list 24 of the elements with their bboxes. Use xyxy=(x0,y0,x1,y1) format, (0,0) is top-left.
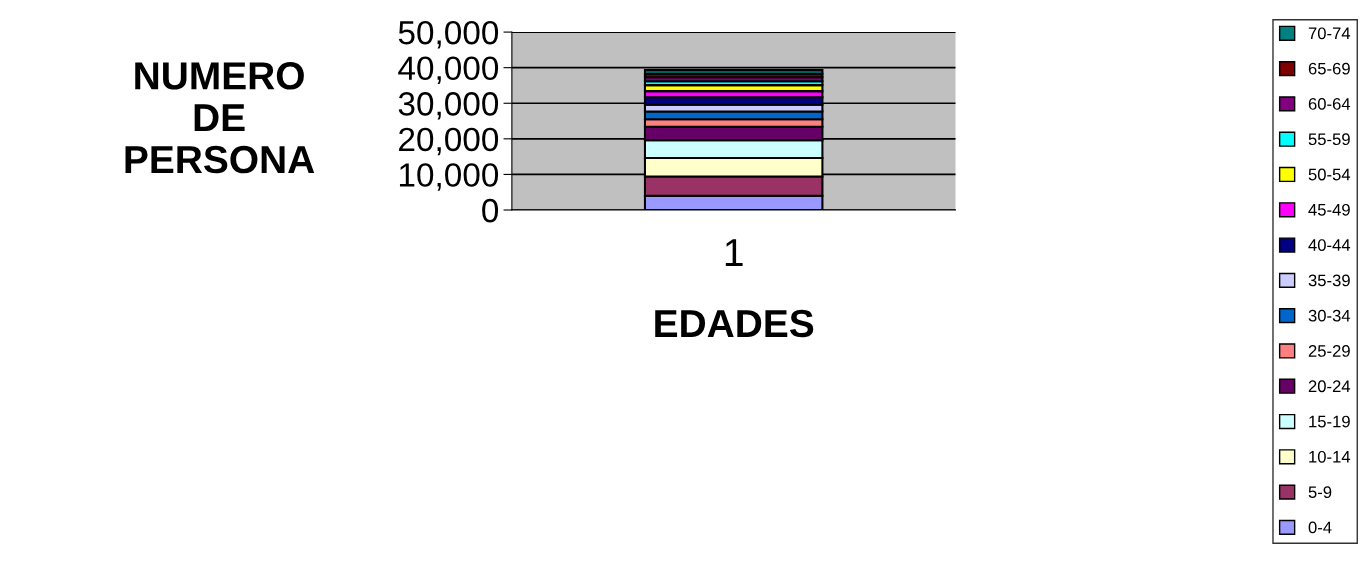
y-axis-title: NUMERO DE PERSONA xyxy=(125,62,315,174)
y-tick-label: 50,000 xyxy=(398,20,499,49)
legend-label: 5-9 xyxy=(1308,486,1332,499)
legend-label: 10-14 xyxy=(1309,450,1351,463)
y-tick-label: 20,000 xyxy=(399,127,499,156)
x-axis-title: EDADES xyxy=(655,309,814,338)
x-tick-label: 1 xyxy=(725,239,743,266)
legend-label: 25-29 xyxy=(1308,345,1350,357)
legend-label: 30-34 xyxy=(1308,309,1351,322)
legend-label: 40-44 xyxy=(1308,239,1351,251)
y-tick-label: 0 xyxy=(482,198,499,223)
legend-label: 15-19 xyxy=(1309,415,1350,428)
y-tick-label: 10,000 xyxy=(399,163,499,191)
legend-label: 35-39 xyxy=(1308,274,1350,287)
legend-label: 45-49 xyxy=(1308,203,1350,216)
legend-label: 0-4 xyxy=(1308,521,1332,534)
legend-label: 65-69 xyxy=(1308,62,1350,75)
legend-label: 70-74 xyxy=(1308,27,1351,40)
y-tick-label: 40,000 xyxy=(398,56,499,85)
legend-label: 60-64 xyxy=(1308,98,1351,110)
legend-label: 20-24 xyxy=(1308,380,1351,393)
legend-label: 55-59 xyxy=(1308,133,1350,146)
legend-label: 50-54 xyxy=(1308,168,1351,181)
y-tick-label: 30,000 xyxy=(398,92,499,120)
